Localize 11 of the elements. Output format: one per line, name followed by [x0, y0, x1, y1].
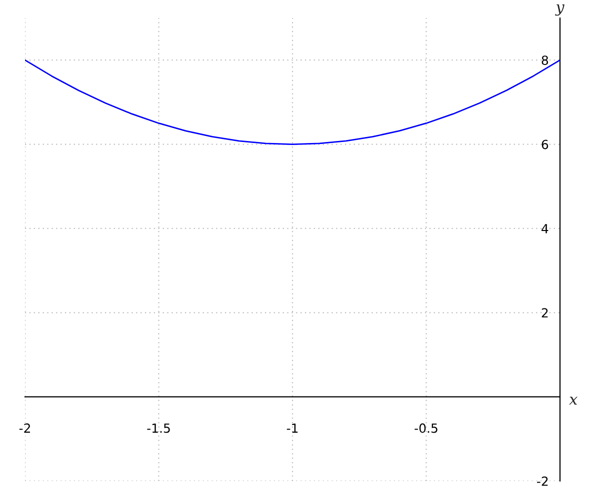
x-axis-title: x [569, 396, 578, 405]
y-tick-label: 8 [542, 56, 548, 66]
x-tick-label: -0.5 [414, 423, 438, 433]
x-tick-label: -2 [19, 423, 30, 433]
x-tick-label: -1 [286, 424, 298, 433]
y-tick-label: 4 [542, 224, 548, 234]
y-axis-title: y [555, 4, 564, 16]
x-tick-label: -1.5 [147, 424, 170, 433]
y-tick-label: 6 [542, 140, 548, 150]
y-tick-label: 2 [542, 308, 548, 318]
y-tick-label: -2 [537, 476, 548, 486]
